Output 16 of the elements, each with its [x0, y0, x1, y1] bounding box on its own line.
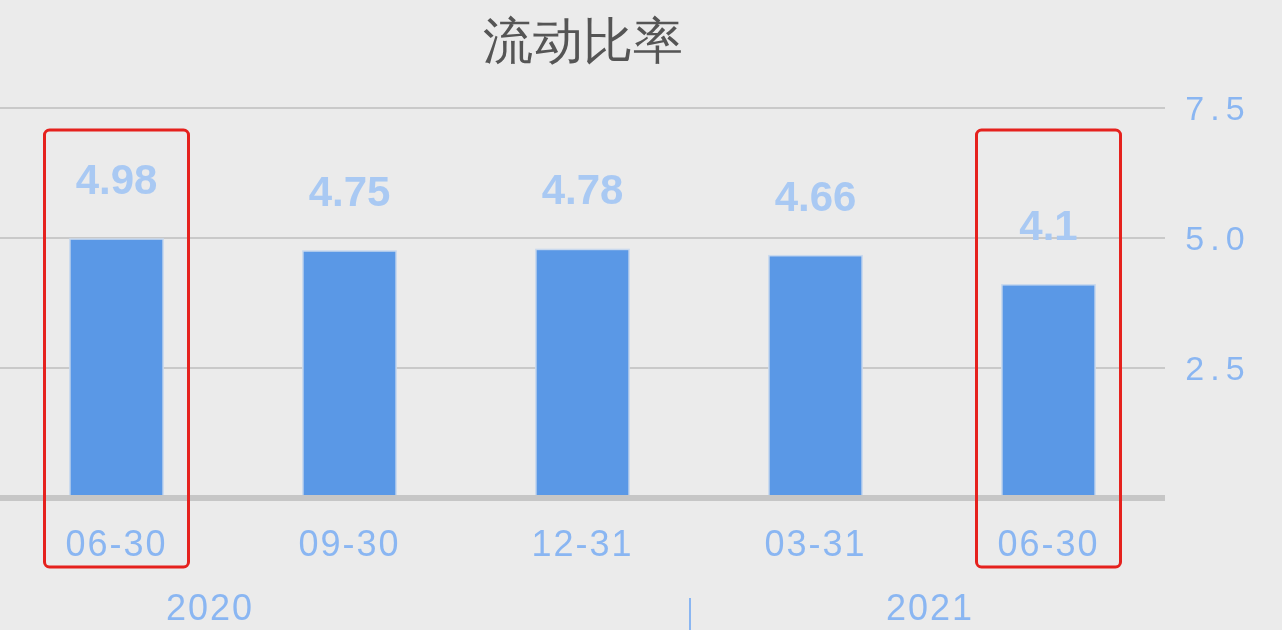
y-tick-label: 2.5 — [1185, 349, 1251, 387]
x-tick-label: 06-30 — [997, 523, 1100, 564]
data-label: 4.1 — [1019, 201, 1078, 249]
data-label: 4.66 — [774, 172, 857, 220]
x-tick-label: 09-30 — [298, 523, 401, 564]
title: 流动比率 — [482, 13, 683, 69]
data-label: 4.75 — [308, 168, 391, 215]
y-tick-label: 5.0 — [1185, 219, 1251, 257]
year-label: 2021 — [885, 587, 975, 628]
x-tick-label: 06-30 — [65, 523, 168, 564]
y-tick-label: 7.5 — [1185, 89, 1251, 127]
data-label: 4.78 — [541, 166, 624, 214]
data-label: 4.98 — [75, 156, 158, 204]
x-tick-label: 03-31 — [764, 523, 867, 564]
year-label: 2020 — [165, 587, 255, 628]
x-tick-label: 12-31 — [531, 523, 634, 564]
